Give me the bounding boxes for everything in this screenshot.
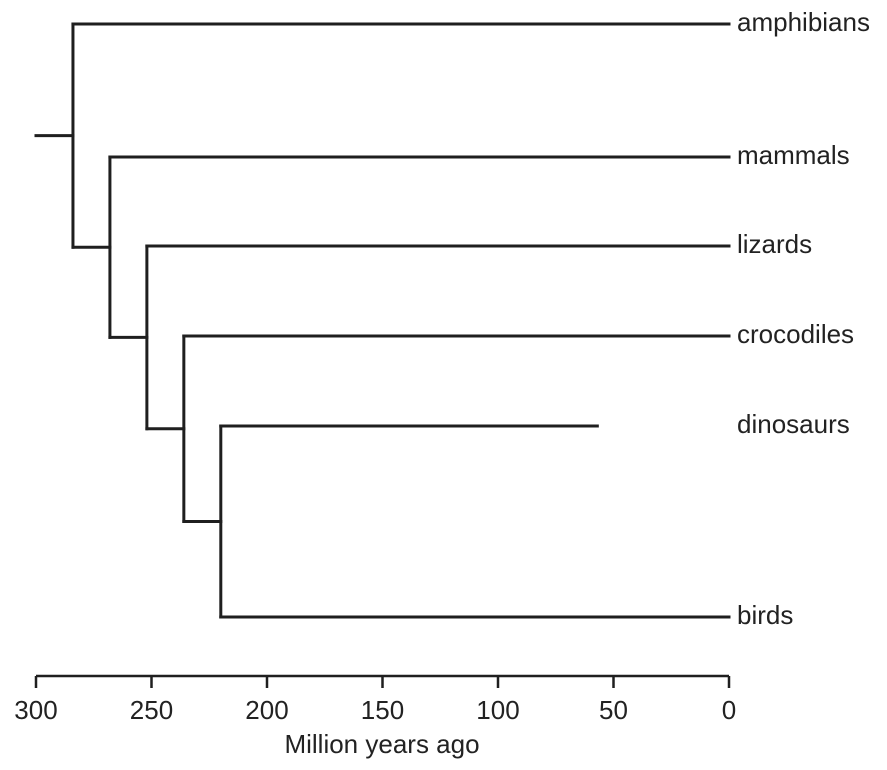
tick-label-0: 0 xyxy=(722,695,736,725)
taxon-label-mammals: mammals xyxy=(737,140,850,170)
tree-branches xyxy=(34,22,731,619)
tick-label-50: 50 xyxy=(599,695,628,725)
time-axis: 300 250 200 150 100 50 0 xyxy=(14,674,736,725)
taxon-labels: amphibians mammals lizards crocodiles dinosa… xyxy=(737,7,870,630)
tick-label-100: 100 xyxy=(476,695,519,725)
taxon-label-amphibians: amphibians xyxy=(737,7,870,37)
axis-title: Million years ago xyxy=(284,729,479,759)
tick-label-300: 300 xyxy=(14,695,57,725)
taxon-label-crocodiles: crocodiles xyxy=(737,319,854,349)
taxon-label-lizards: lizards xyxy=(737,229,812,259)
tick-label-150: 150 xyxy=(361,695,404,725)
taxon-label-dinosaurs: dinosaurs xyxy=(737,409,850,439)
tick-label-200: 200 xyxy=(245,695,288,725)
tick-label-250: 250 xyxy=(130,695,173,725)
taxon-label-birds: birds xyxy=(737,600,793,630)
